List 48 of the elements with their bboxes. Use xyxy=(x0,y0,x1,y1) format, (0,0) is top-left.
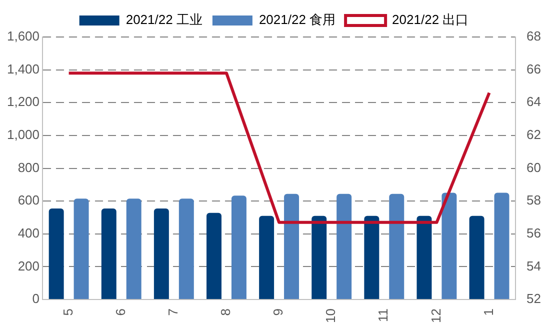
bar xyxy=(231,196,246,300)
y-tick-label: 0 xyxy=(32,291,40,306)
bar xyxy=(364,216,380,300)
y2-tick-label: 52 xyxy=(526,291,542,306)
bar xyxy=(48,208,64,300)
bar xyxy=(312,216,327,300)
x-tick-label: 9 xyxy=(270,308,286,316)
bar xyxy=(416,216,432,300)
y2-tick-label: 58 xyxy=(526,192,542,208)
x-tick-label: 7 xyxy=(166,308,180,316)
x-tick-label: 10 xyxy=(323,308,338,324)
legend-label: 2021/22 出口 xyxy=(392,12,469,28)
bar xyxy=(494,192,510,300)
y-tick-label: 1,200 xyxy=(6,94,40,110)
y2-tick-label: 64 xyxy=(526,94,542,110)
x-tick-label: 12 xyxy=(428,308,444,324)
x-tick-label: 1 xyxy=(480,308,496,316)
x-tick-label: 6 xyxy=(112,308,128,316)
x-tick-label: 5 xyxy=(60,308,76,316)
bar xyxy=(284,194,300,300)
legend-label: 2021/22 工业 xyxy=(126,12,202,28)
bar xyxy=(126,198,142,300)
bar xyxy=(74,198,89,300)
y-tick-label: 400 xyxy=(18,225,40,240)
y-tick-label: 1,400 xyxy=(6,61,40,76)
bar xyxy=(101,208,116,300)
y-tick-label: 800 xyxy=(18,160,40,175)
bar xyxy=(178,198,194,300)
bar xyxy=(206,212,222,300)
y-tick-label: 1,600 xyxy=(6,28,40,44)
y-tick-label: 1,000 xyxy=(6,127,40,142)
y2-tick-label: 66 xyxy=(526,61,542,76)
y-tick-label: 200 xyxy=(18,258,40,274)
legend-label: 2021/22 食用 xyxy=(258,12,336,28)
bar xyxy=(469,216,484,300)
bar xyxy=(389,194,404,300)
bar xyxy=(154,208,169,300)
y2-tick-label: 54 xyxy=(526,258,542,274)
y2-tick-label: 62 xyxy=(526,127,542,142)
y2-tick-label: 60 xyxy=(526,160,542,175)
x-tick-label: 8 xyxy=(218,308,234,316)
y-tick-label: 600 xyxy=(18,192,40,208)
bar xyxy=(336,194,352,300)
x-tick-label: 11 xyxy=(376,308,391,322)
y2-tick-label: 56 xyxy=(526,225,542,240)
bar xyxy=(442,192,457,300)
bar xyxy=(259,216,274,300)
y2-tick-label: 68 xyxy=(526,28,542,44)
